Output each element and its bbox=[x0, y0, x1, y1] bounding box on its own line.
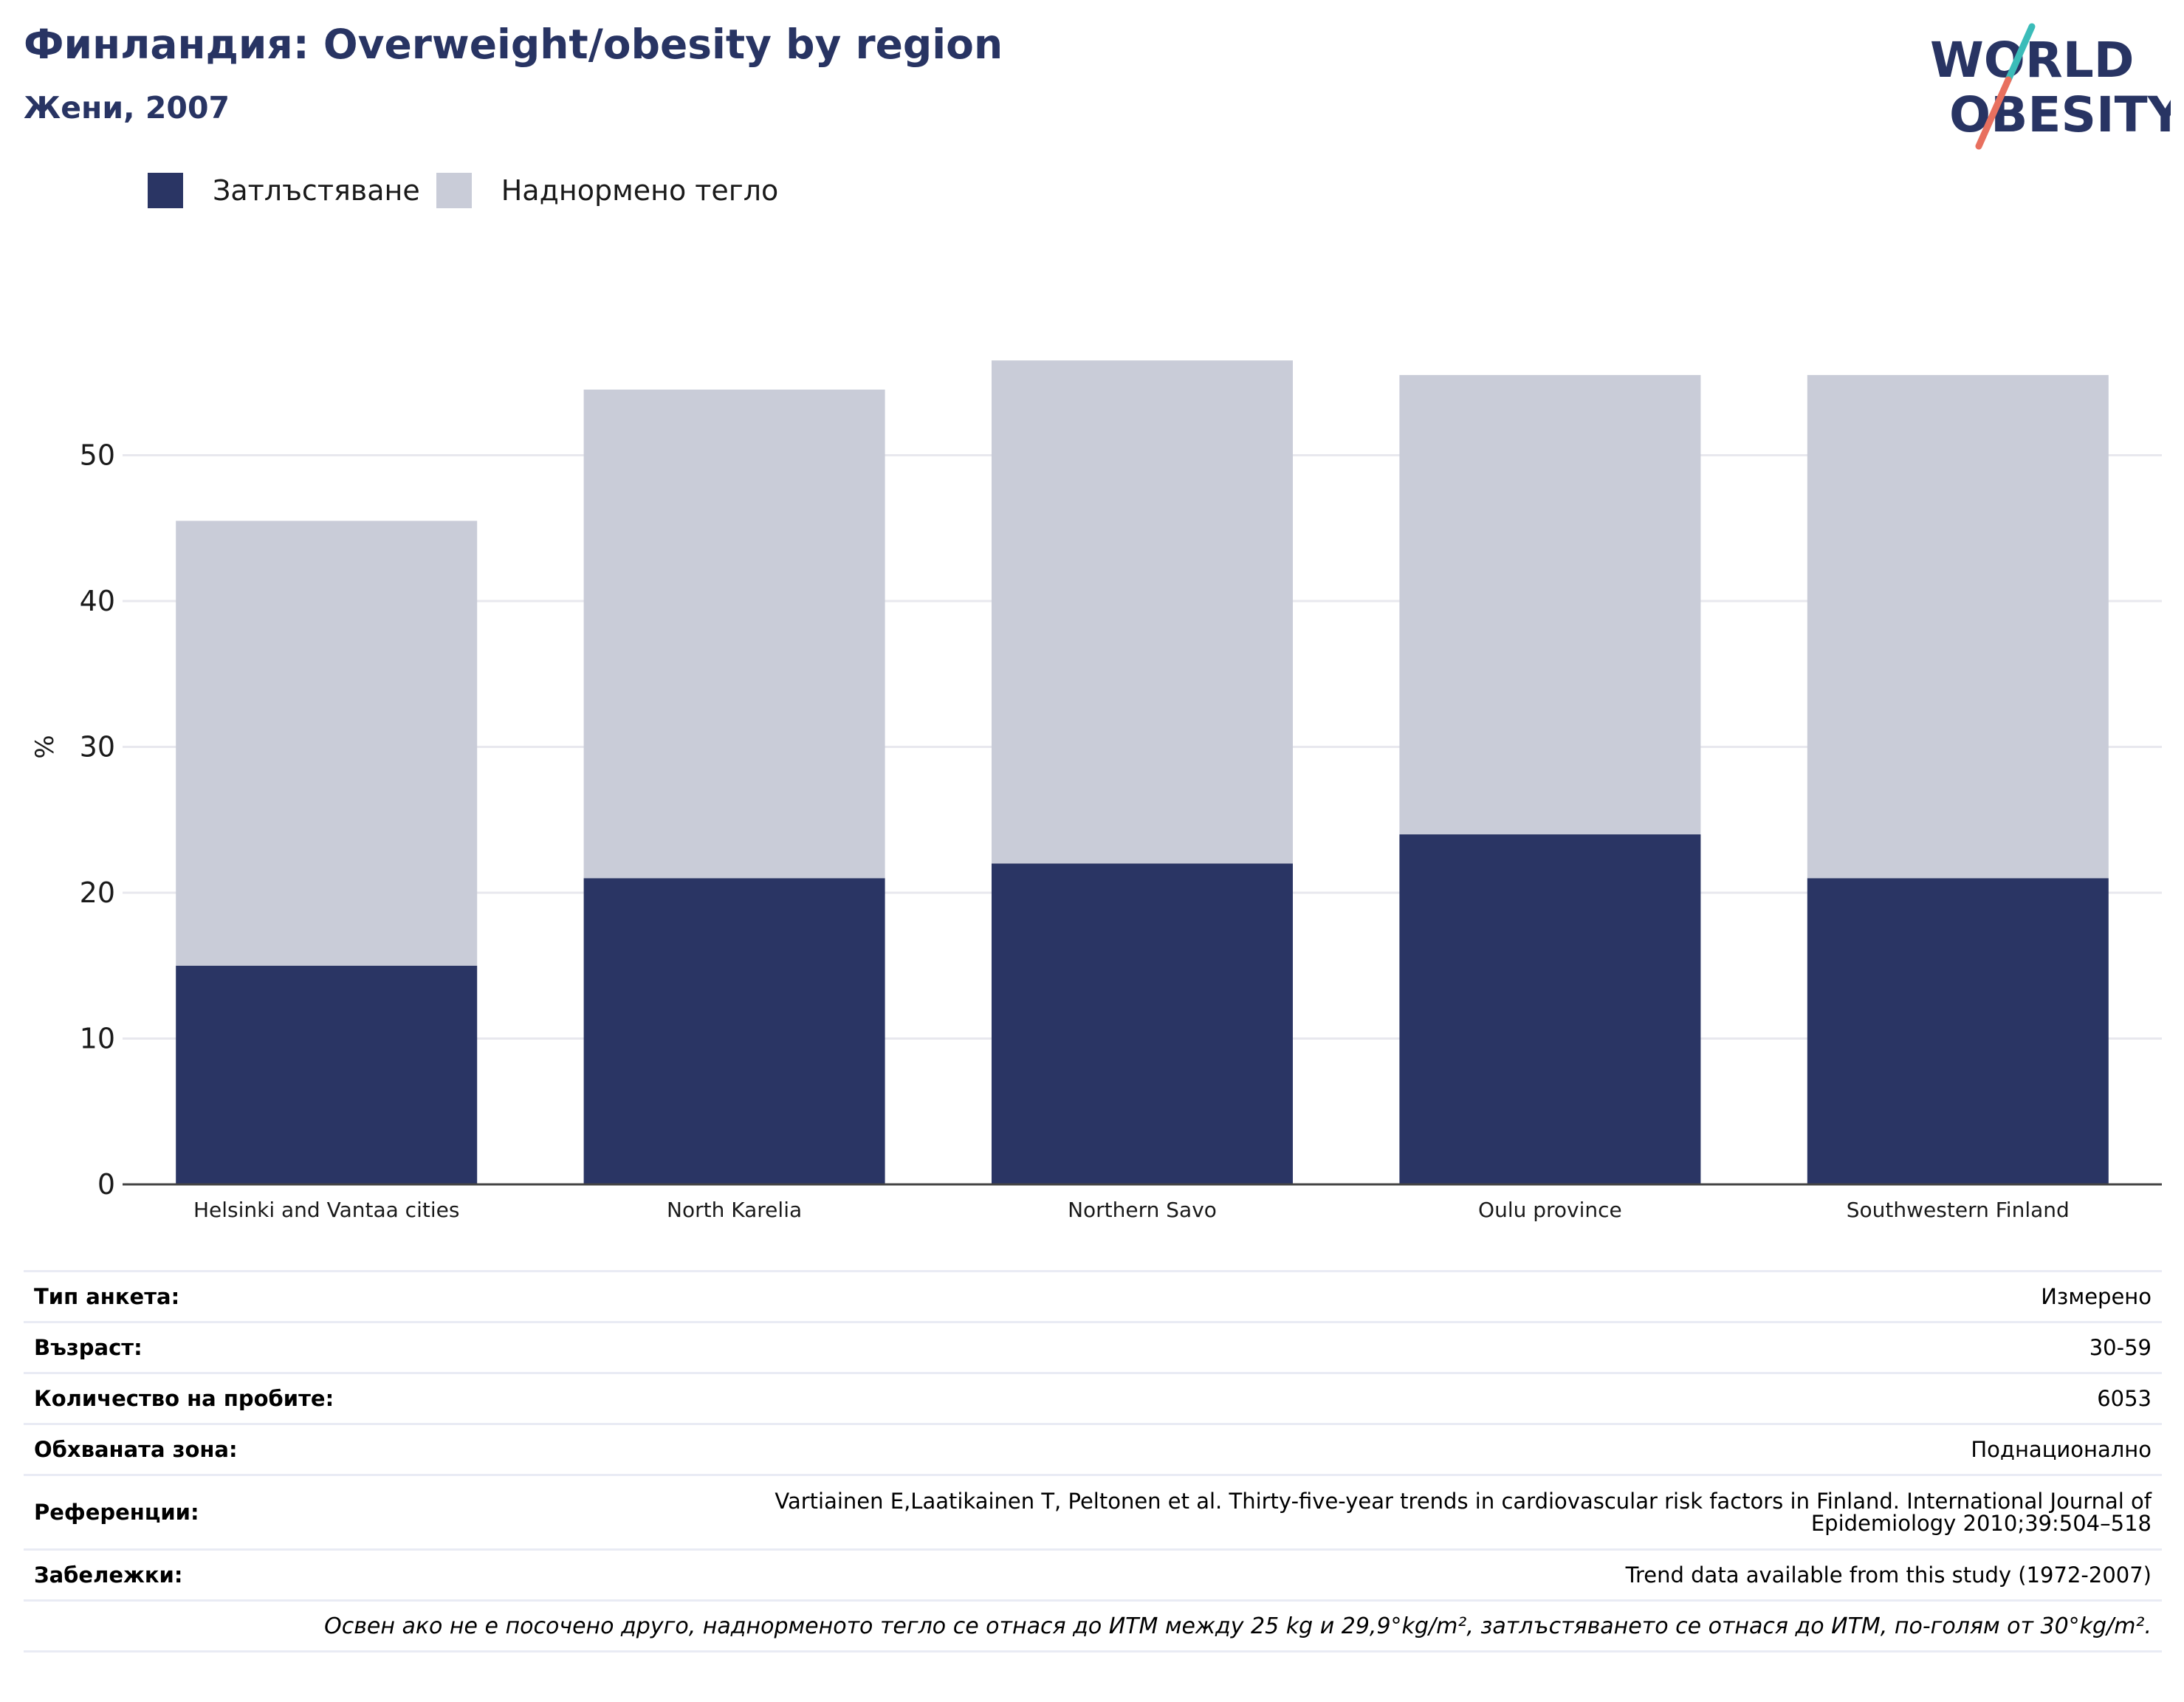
info-row-footnote: Освен ако не е посочено друго, наднормен… bbox=[24, 1599, 2162, 1653]
bar-obesity[interactable] bbox=[583, 878, 885, 1184]
info-label: Тип анкета: bbox=[24, 1270, 487, 1322]
chart-subtitle: Жени, 2007 bbox=[24, 90, 230, 126]
logo-slash-top bbox=[2005, 23, 2036, 83]
y-tick-label: 40 bbox=[80, 585, 115, 617]
info-label: Количество на пробите: bbox=[24, 1372, 487, 1424]
info-value: Поднационално bbox=[487, 1423, 2162, 1475]
bar-obesity[interactable] bbox=[1399, 834, 1701, 1184]
legend-swatch-obesity bbox=[148, 173, 183, 208]
info-row-sample-size: Количество на пробите: 6053 bbox=[24, 1372, 2162, 1424]
x-tick-label: North Karelia bbox=[667, 1198, 802, 1222]
footnote: Освен ако не е посочено друго, наднормен… bbox=[24, 1599, 2162, 1653]
y-tick-label: 10 bbox=[80, 1023, 115, 1055]
reference-line-1: Vartiainen E,Laatikainen T, Peltonen et … bbox=[775, 1489, 2152, 1514]
logo-slash-bottom bbox=[1975, 76, 2012, 150]
chart-legend: Затлъстяване Наднормено тегло bbox=[148, 171, 794, 210]
legend-label-obesity: Затлъстяване bbox=[213, 174, 420, 207]
bar-overweight[interactable] bbox=[992, 360, 1293, 864]
info-label: Възраст: bbox=[24, 1321, 487, 1373]
info-row-age: Възраст: 30-59 bbox=[24, 1321, 2162, 1373]
y-tick-label: 30 bbox=[80, 731, 115, 764]
info-row-survey-type: Тип анкета: Измерено bbox=[24, 1270, 2162, 1322]
x-tick-label: Northern Savo bbox=[1068, 1198, 1217, 1222]
bar-overweight[interactable] bbox=[1399, 374, 1701, 834]
info-value: Trend data available from this study (19… bbox=[487, 1548, 2162, 1601]
info-label: Забележки: bbox=[24, 1548, 487, 1601]
axes: 0 10 20 30 40 50 Helsinki and Vantaa cities Nor… bbox=[80, 439, 2162, 1222]
x-tick-label: Helsinki and Vantaa cities bbox=[193, 1198, 459, 1222]
logo-word-world: WORLD bbox=[1930, 32, 2135, 89]
survey-info-table: Тип анкета: Измерено Възраст: 30-59 Коли… bbox=[24, 1270, 2162, 1653]
info-value: Измерено bbox=[487, 1270, 2162, 1322]
y-tick-label: 20 bbox=[80, 876, 115, 909]
info-row-notes: Забележки: Trend data available from thi… bbox=[24, 1548, 2162, 1601]
world-obesity-logo: WORLD OBESITY bbox=[1930, 23, 2171, 150]
bar-obesity[interactable] bbox=[176, 965, 478, 1184]
info-value: 30-59 bbox=[487, 1321, 2162, 1373]
stacked-bar-chart: 0 10 20 30 40 50 Helsinki and Vantaa cities Nor… bbox=[30, 360, 2162, 1222]
y-axis-label: % bbox=[30, 735, 60, 758]
bars bbox=[176, 360, 2109, 1184]
bar-overweight[interactable] bbox=[583, 389, 885, 879]
info-label: Референции: bbox=[24, 1474, 487, 1550]
bar-obesity[interactable] bbox=[1807, 878, 2109, 1184]
y-tick-label: 0 bbox=[97, 1168, 115, 1201]
bar-overweight[interactable] bbox=[176, 521, 478, 966]
legend-item-obesity[interactable]: Затлъстяване bbox=[148, 173, 420, 208]
bar-obesity[interactable] bbox=[992, 863, 1293, 1185]
legend-item-overweight[interactable]: Наднормено тегло bbox=[436, 173, 779, 208]
y-tick-label: 50 bbox=[80, 439, 115, 472]
info-row-references: Референции: Vartiainen E,Laatikainen T, … bbox=[24, 1474, 2162, 1550]
info-label: Обхваната зона: bbox=[24, 1423, 487, 1475]
info-row-coverage: Обхваната зона: Поднационално bbox=[24, 1423, 2162, 1475]
bar-overweight[interactable] bbox=[1807, 374, 2109, 879]
x-tick-label: Oulu province bbox=[1478, 1198, 1622, 1222]
reference-line-2: Epidemiology 2010;39:504–518 bbox=[1810, 1511, 2152, 1536]
legend-label-overweight: Наднормено тегло bbox=[501, 174, 779, 207]
chart-title: Финландия: Overweight/obesity by region bbox=[24, 21, 1003, 68]
legend-swatch-overweight bbox=[436, 173, 472, 208]
info-value-reference: Vartiainen E,Laatikainen T, Peltonen et … bbox=[487, 1474, 2162, 1550]
info-value: 6053 bbox=[487, 1372, 2162, 1424]
x-tick-label: Southwestern Finland bbox=[1847, 1198, 2070, 1222]
